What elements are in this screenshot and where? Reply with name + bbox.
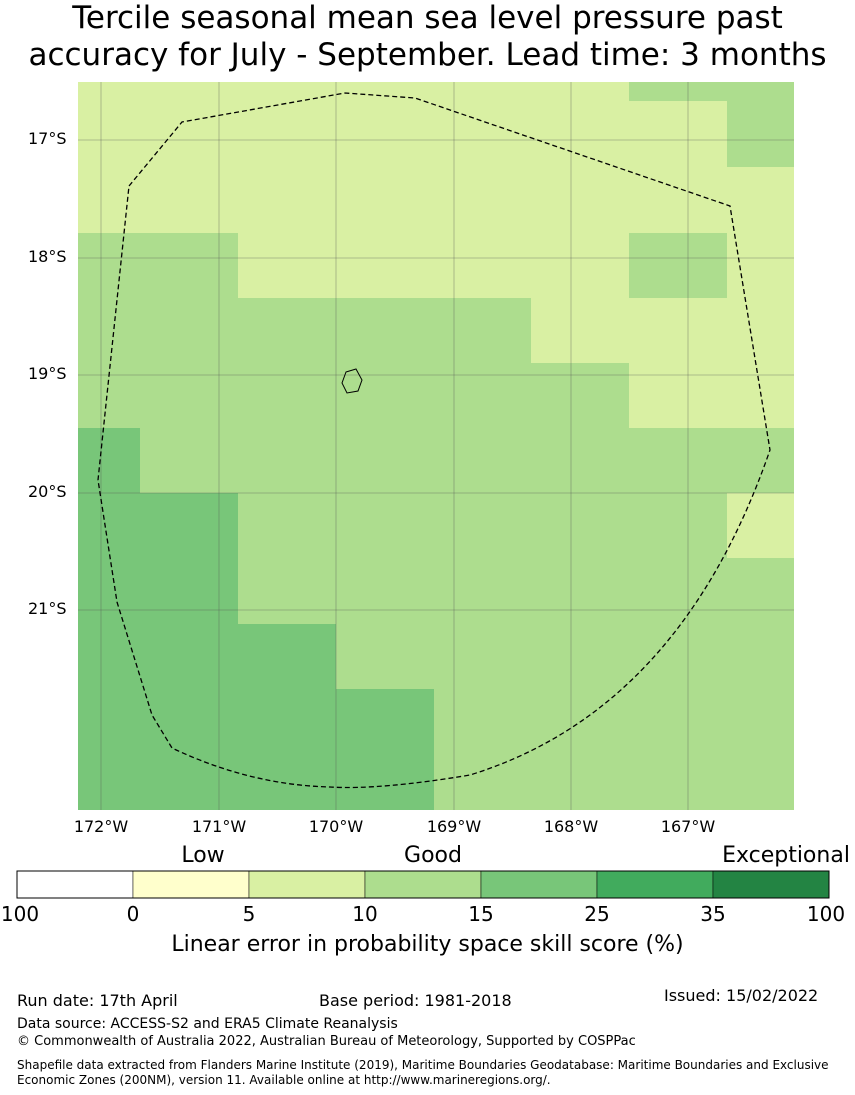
lon-label: 171°W [191, 817, 247, 836]
category-good: Good [404, 843, 462, 868]
lon-label: 167°W [660, 817, 716, 836]
colorbar-tick: 25 [584, 902, 610, 926]
colorbar-tick: 5 [242, 902, 256, 926]
lat-label: 18°S [28, 247, 67, 266]
skill-score-grid [78, 82, 794, 810]
category-low: Low [181, 843, 225, 868]
colorbar-tick: 100 [806, 902, 846, 926]
island-outline [341, 368, 363, 394]
lat-label: 19°S [28, 364, 67, 383]
lon-label: 168°W [543, 817, 599, 836]
colorbar-tick: 0 [126, 902, 140, 926]
issued-date: Issued: 15/02/2022 [664, 986, 819, 1005]
category-exceptional: Exceptional [722, 843, 850, 868]
colorbar-tick: 10 [352, 902, 378, 926]
eez-boundary-dashed [97, 92, 771, 789]
lat-label: 20°S [28, 482, 67, 501]
title-line-2: accuracy for July - September. Lead time… [28, 37, 827, 73]
data-source: Data source: ACCESS-S2 and ERA5 Climate … [17, 1016, 398, 1032]
grid-cell [727, 82, 794, 167]
colorbar [16, 870, 830, 899]
title-line-1: Tercile seasonal mean sea level pressure… [72, 0, 783, 36]
lat-label: 17°S [28, 129, 67, 148]
lon-label: 169°W [426, 817, 482, 836]
grid-cell [78, 428, 434, 810]
grid-cell [629, 233, 727, 298]
lon-label: 170°W [308, 817, 364, 836]
copyright: © Commonwealth of Australia 2022, Austra… [17, 1034, 636, 1049]
run-date: Run date: 17th April [17, 991, 178, 1010]
colorbar-tick: 15 [468, 902, 494, 926]
map-title: Tercile seasonal mean sea level pressure… [0, 0, 855, 74]
lon-label: 172°W [73, 817, 129, 836]
lat-label: 21°S [28, 599, 67, 618]
base-period: Base period: 1981-2018 [319, 991, 512, 1010]
shapefile-note: Shapefile data extracted from Flanders M… [17, 1058, 829, 1087]
colorbar-tick: 35 [700, 902, 726, 926]
colorbar-tick: 100 [0, 902, 40, 926]
colorbar-label: Linear error in probability space skill … [171, 932, 684, 957]
